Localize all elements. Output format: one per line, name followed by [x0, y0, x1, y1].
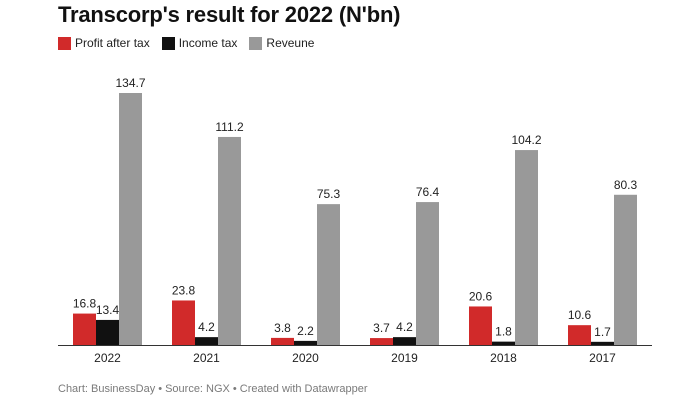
data-label-income-tax-2022: 13.4 [96, 303, 120, 317]
data-label-profit-after-tax-2022: 16.8 [73, 297, 97, 311]
legend-swatch-profit [58, 36, 71, 50]
x-tick-label-2017: 2017 [589, 351, 616, 365]
footer-tool: Created with Datawrapper [239, 383, 368, 395]
legend-label-income-tax: Income tax [178, 36, 238, 50]
data-label-reveune-2021: 111.2 [215, 120, 244, 134]
bar-profit-after-tax-2022 [73, 313, 96, 345]
bar-income-tax-2020 [294, 340, 317, 345]
bar-income-tax-2021 [195, 337, 218, 345]
legend-swatch-revenue [249, 36, 263, 50]
bar-profit-after-tax-2018 [469, 306, 492, 345]
footer-source: Source: NGX [165, 383, 230, 395]
bar-income-tax-2017 [591, 341, 614, 345]
bar-profit-after-tax-2017 [568, 325, 591, 345]
data-label-income-tax-2020: 2.2 [297, 324, 314, 338]
legend-swatch-income-tax [161, 36, 175, 50]
bar-income-tax-2018 [492, 341, 515, 345]
footer-separator-2: • [232, 383, 237, 395]
x-tick-label-2022: 2022 [94, 351, 121, 365]
legend-label-profit: Profit after tax [75, 36, 150, 50]
data-label-reveune-2018: 104.2 [511, 133, 541, 147]
data-label-reveune-2020: 75.3 [317, 187, 341, 201]
data-label-profit-after-tax-2019: 3.7 [373, 321, 390, 335]
legend-item-income-tax: Income tax [161, 36, 238, 50]
chart-title: Transcorp's result for 2022 (N'bn) [58, 2, 401, 27]
bar-reveune-2022 [119, 93, 142, 345]
x-tick-label-2018: 2018 [490, 351, 517, 365]
bar-income-tax-2022 [96, 319, 119, 345]
x-tick-label-2020: 2020 [292, 351, 319, 365]
bar-reveune-2017 [614, 194, 637, 345]
data-label-profit-after-tax-2020: 3.8 [274, 321, 291, 335]
footer-separator-1: • [158, 383, 163, 395]
x-tick-label-2019: 2019 [391, 351, 418, 365]
data-label-reveune-2022: 134.7 [115, 76, 145, 90]
x-tick-label-2021: 2021 [193, 351, 220, 365]
data-label-profit-after-tax-2018: 20.6 [469, 289, 493, 303]
bar-reveune-2019 [416, 202, 439, 345]
data-label-income-tax-2019: 4.2 [396, 320, 413, 334]
bar-reveune-2018 [515, 150, 538, 345]
bar-profit-after-tax-2020 [271, 337, 294, 345]
data-label-reveune-2019: 76.4 [416, 185, 440, 199]
data-label-reveune-2017: 80.3 [614, 178, 638, 192]
chart-footer: Chart: BusinessDay • Source: NGX • Created w… [58, 383, 368, 395]
bar-profit-after-tax-2019 [370, 338, 393, 345]
bar-profit-after-tax-2021 [172, 300, 195, 345]
data-label-income-tax-2018: 1.8 [495, 325, 512, 339]
legend-item-profit: Profit after tax [58, 36, 150, 50]
data-label-income-tax-2021: 4.2 [198, 320, 215, 334]
footer-credit: Chart: BusinessDay [58, 383, 156, 395]
legend: Profit after tax Income tax Reveune [58, 36, 326, 50]
bar-reveune-2020 [317, 204, 340, 345]
legend-item-revenue: Reveune [249, 36, 314, 50]
data-label-profit-after-tax-2017: 10.6 [568, 308, 592, 322]
legend-label-revenue: Reveune [266, 36, 315, 50]
data-label-profit-after-tax-2021: 23.8 [172, 283, 196, 297]
bar-reveune-2021 [218, 136, 241, 345]
data-label-income-tax-2017: 1.7 [594, 325, 611, 339]
bar-income-tax-2019 [393, 337, 416, 345]
